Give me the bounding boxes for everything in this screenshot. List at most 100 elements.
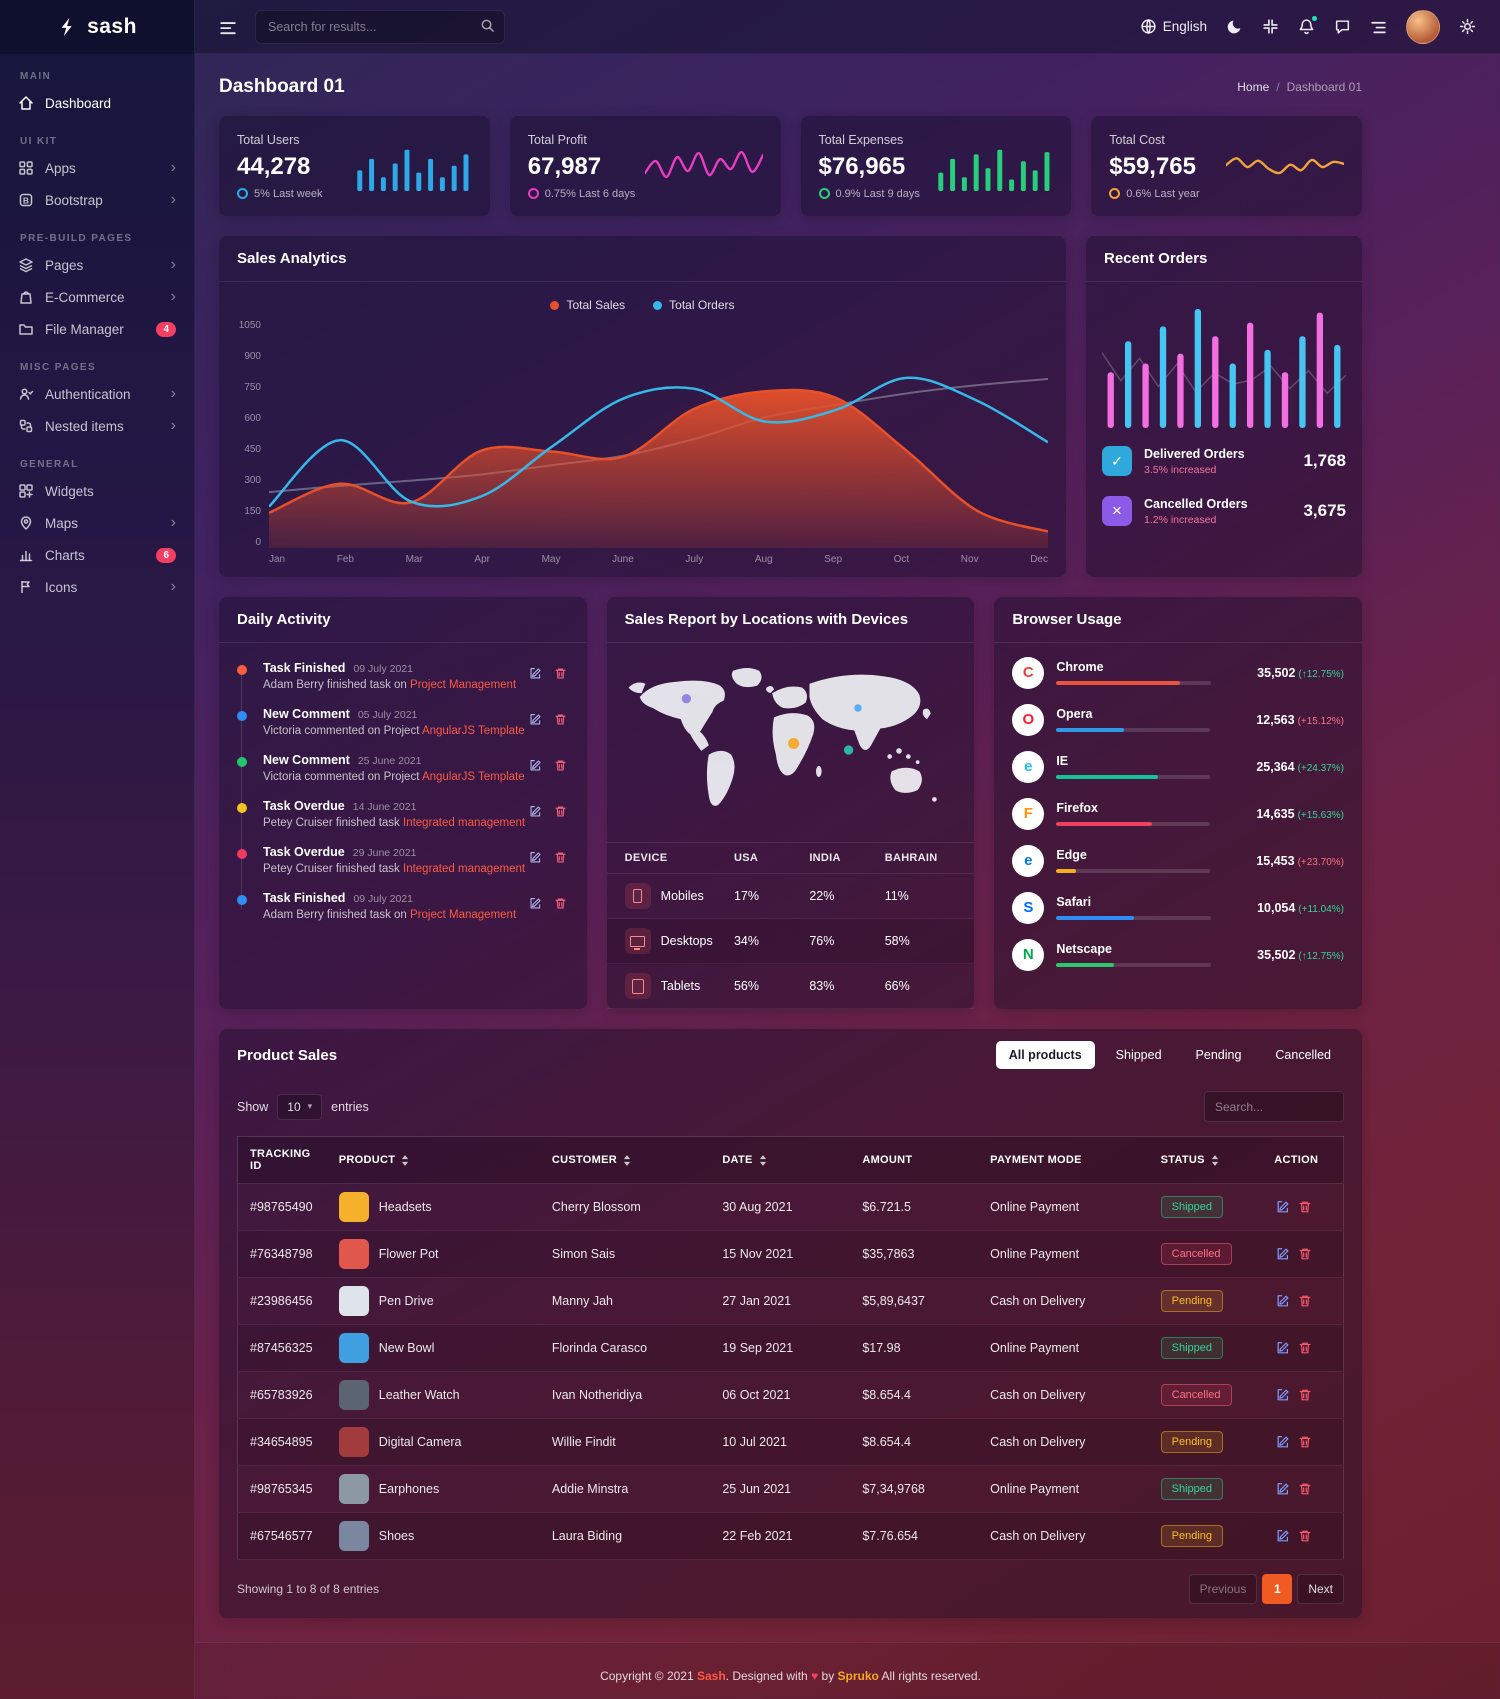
product-filter-tab[interactable]: Cancelled	[1262, 1041, 1344, 1069]
device-row: Mobiles 17% 22% 11%	[606, 874, 975, 919]
product-filter-tab[interactable]: All products	[995, 1041, 1095, 1069]
edit-icon[interactable]	[527, 849, 544, 866]
brand-logo[interactable]: sash	[0, 0, 194, 54]
sidebar-item-authentication[interactable]: Authentication ›	[0, 378, 194, 410]
activity-link[interactable]: Project Management	[410, 679, 517, 691]
search-input[interactable]	[255, 9, 505, 44]
x-axis: Jan Feb Mar Apr May June July Aug Sep Oct Nov Dec	[269, 548, 1048, 571]
delete-icon[interactable]	[1296, 1292, 1314, 1310]
edit-icon[interactable]	[1274, 1292, 1292, 1310]
activity-link[interactable]: Integrated management	[403, 817, 526, 829]
edit-icon[interactable]	[527, 711, 544, 728]
language-label: English	[1162, 19, 1207, 34]
product-filter-tab[interactable]: Shipped	[1103, 1041, 1175, 1069]
settings-gear-icon[interactable]	[1459, 18, 1476, 35]
sidebar-item-dashboard[interactable]: Dashboard	[0, 87, 194, 119]
customer-cell: Willie Findit	[539, 1418, 711, 1466]
edit-icon[interactable]	[1274, 1198, 1292, 1216]
pagination: Previous 1 Next	[1188, 1574, 1344, 1604]
x-tick: Dec	[1030, 554, 1048, 565]
breadcrumb-home[interactable]: Home	[1237, 80, 1270, 94]
edit-icon[interactable]	[527, 895, 544, 912]
activity-link[interactable]: Integrated management	[403, 863, 526, 875]
activity-link[interactable]: AngularJS Template	[421, 725, 525, 737]
delete-icon[interactable]	[1296, 1480, 1314, 1498]
delete-icon[interactable]	[552, 803, 569, 820]
messages-icon[interactable]	[1334, 18, 1351, 35]
edit-icon[interactable]	[1274, 1527, 1292, 1545]
edit-icon[interactable]	[1274, 1480, 1292, 1498]
delete-icon[interactable]	[552, 757, 569, 774]
dark-mode-icon[interactable]	[1226, 18, 1243, 35]
column-header[interactable]: STATUS	[1148, 1136, 1263, 1184]
sidebar-item-label: Icons	[45, 579, 78, 595]
delete-icon[interactable]	[1296, 1433, 1314, 1451]
column-header[interactable]: PAYMENT MODE	[978, 1136, 1149, 1184]
footer-studio-link[interactable]: Spruko	[837, 1669, 879, 1683]
column-header[interactable]: TRACKING ID	[237, 1136, 327, 1184]
timeline-dot	[237, 711, 247, 721]
delete-icon[interactable]	[552, 665, 569, 682]
delete-icon[interactable]	[552, 711, 569, 728]
delete-icon[interactable]	[552, 895, 569, 912]
edit-icon[interactable]	[527, 665, 544, 682]
activity-link[interactable]: Project Management	[410, 909, 517, 921]
edit-icon[interactable]	[1274, 1245, 1292, 1263]
sidebar-item-ecommerce[interactable]: E-Commerce ›	[0, 281, 194, 313]
column-header[interactable]: DATE	[710, 1136, 851, 1184]
column-header[interactable]: CUSTOMER	[539, 1136, 711, 1184]
sidebar-item-file-manager[interactable]: File Manager 4	[0, 313, 194, 345]
fullscreen-icon[interactable]	[1262, 18, 1279, 35]
nav-section-misc: MISC PAGES	[20, 362, 97, 373]
sidebar-item-apps[interactable]: Apps ›	[0, 152, 194, 184]
stat-card-total-expenses: Total Expenses $76,965 0.9% Last 9 days	[800, 116, 1072, 216]
y-tick: 0	[255, 537, 261, 548]
date-cell: 19 Sep 2021	[710, 1324, 851, 1372]
sparkline-chart	[645, 140, 763, 192]
footer-brand-link[interactable]: Sash	[696, 1669, 726, 1683]
edit-icon[interactable]	[1274, 1386, 1292, 1404]
user-avatar[interactable]	[1406, 9, 1440, 44]
map-pin-icon	[20, 516, 32, 530]
product-name: Digital Camera	[378, 1435, 462, 1449]
delete-icon[interactable]	[1296, 1527, 1314, 1545]
right-panel-icon[interactable]	[1370, 18, 1387, 35]
flag-icon	[21, 581, 30, 593]
table-search-input[interactable]	[1204, 1091, 1344, 1122]
sidebar-item-widgets[interactable]: Widgets	[0, 475, 194, 507]
sidebar-toggle-icon[interactable]	[219, 18, 237, 36]
device-column-header: USA	[733, 852, 759, 864]
edit-icon[interactable]	[527, 757, 544, 774]
page-1-button[interactable]: 1	[1262, 1574, 1293, 1604]
notifications-bell-icon[interactable]	[1298, 15, 1318, 35]
sidebar-item-icons[interactable]: Icons ›	[0, 571, 194, 603]
delete-icon[interactable]	[552, 849, 569, 866]
sidebar-item-charts[interactable]: Charts 6	[0, 539, 194, 571]
column-header[interactable]: PRODUCT	[326, 1136, 540, 1184]
product-filter-tab[interactable]: Pending	[1183, 1041, 1255, 1069]
delete-icon[interactable]	[1296, 1386, 1314, 1404]
page-size-select[interactable]: 10 ▾	[277, 1093, 323, 1120]
sidebar-item-label: Pages	[45, 257, 84, 273]
language-selector[interactable]: English	[1140, 18, 1207, 35]
next-page-button[interactable]: Next	[1297, 1574, 1344, 1604]
sidebar-item-nested-items[interactable]: Nested items ›	[0, 410, 194, 442]
edit-icon[interactable]	[1274, 1339, 1292, 1357]
browser-icon: e	[1012, 750, 1045, 783]
search-icon[interactable]	[480, 18, 495, 38]
sidebar-item-maps[interactable]: Maps ›	[0, 507, 194, 539]
tracking-id-cell: #67546577	[237, 1512, 327, 1560]
activity-link[interactable]: AngularJS Template	[421, 771, 525, 783]
column-header[interactable]: ACTION	[1262, 1136, 1344, 1184]
delete-icon[interactable]	[1296, 1198, 1314, 1216]
payment-mode-cell: Online Payment	[978, 1465, 1149, 1513]
edit-icon[interactable]	[527, 803, 544, 820]
column-header[interactable]: AMOUNT	[850, 1136, 979, 1184]
delete-icon[interactable]	[1296, 1339, 1314, 1357]
sidebar-item-bootstrap[interactable]: B Bootstrap ›	[0, 184, 194, 216]
previous-page-button[interactable]: Previous	[1188, 1574, 1258, 1604]
delete-icon[interactable]	[1296, 1245, 1314, 1263]
sidebar-item-pages[interactable]: Pages ›	[0, 249, 194, 281]
edit-icon[interactable]	[1274, 1433, 1292, 1451]
device-column-header: BAHRAIN	[884, 852, 938, 864]
